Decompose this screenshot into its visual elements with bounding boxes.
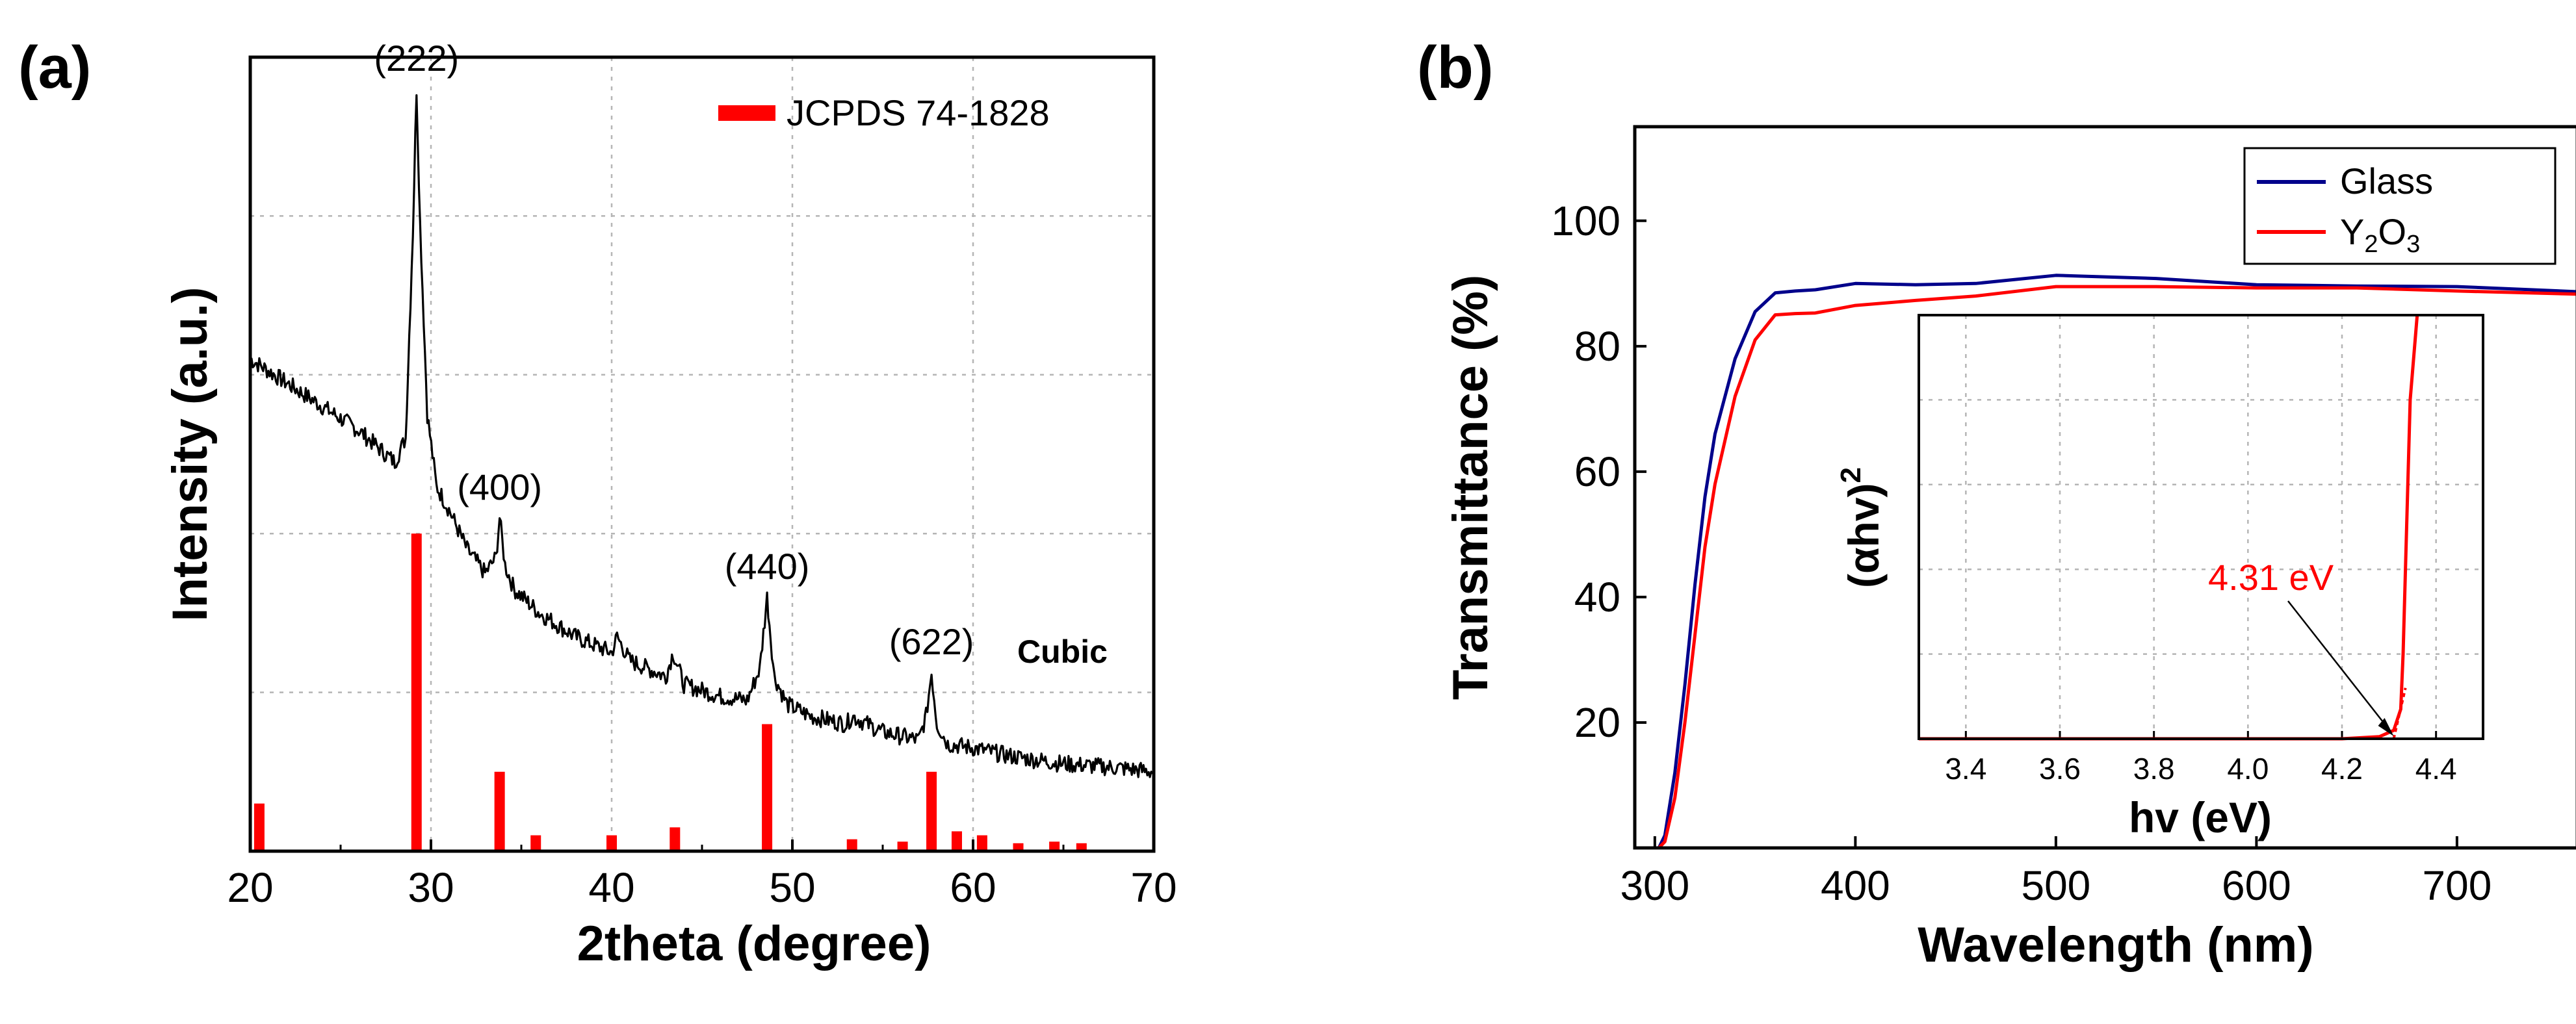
xrd-peak-label: (400) <box>457 467 542 507</box>
transmittance-series <box>1657 274 2576 849</box>
xrd-reference-bar <box>951 831 962 851</box>
inset-x-axis-title: hv (eV) <box>2129 793 2272 841</box>
transmittance-line-glass <box>1657 274 2576 849</box>
xrd-peak-labels: (222) (400) (440) (622) <box>374 38 974 662</box>
legend-y2o3-o: O <box>2378 211 2407 252</box>
xrd-reference-bar <box>926 771 937 851</box>
xrd-reference-bar <box>606 835 617 851</box>
transmittance-y-tick-label: 20 <box>1574 699 1620 746</box>
inset-x-tick-label: 4.2 <box>2321 752 2363 786</box>
xrd-x-tick-label: 60 <box>950 864 996 911</box>
transmittance-x-axis-title: Wavelength (nm) <box>1918 917 2313 973</box>
inset-x-tick-label: 4.0 <box>2227 752 2269 786</box>
transmittance-y-axis-title: Transmittance (%) <box>1443 275 1498 700</box>
xrd-reference-bars <box>254 533 1087 851</box>
xrd-grid <box>250 57 1154 851</box>
inset-x-tick-label: 3.6 <box>2039 752 2081 786</box>
xrd-peak-label: (440) <box>725 546 810 587</box>
xrd-phase-label: Cubic <box>1017 634 1108 670</box>
xrd-x-tick-label: 70 <box>1130 864 1177 911</box>
xrd-legend-swatch <box>718 105 775 121</box>
inset-frame <box>1918 314 2484 740</box>
inset-y-title-main: (αhv) <box>1840 483 1888 588</box>
transmittance-plot-frame <box>1633 125 2576 850</box>
xrd-reference-bar <box>846 839 857 851</box>
inset-x-tick-label: 3.4 <box>1945 752 1986 786</box>
xrd-reference-bar <box>411 533 422 851</box>
inset-x-tick-label: 3.8 <box>2133 752 2175 786</box>
legend-label-y2o3: Y2O3 <box>2340 211 2420 258</box>
transmittance-axes: 300 400 500 600 700 20 40 60 80 100 <box>1551 198 2491 909</box>
panel-label-b: (b) <box>1417 34 1493 101</box>
transmittance-y-tick-label: 80 <box>1574 323 1620 370</box>
xrd-x-tick-label: 30 <box>408 864 454 911</box>
xrd-reference-bar <box>254 803 265 851</box>
xrd-series <box>250 94 1155 778</box>
xrd-x-tick-label: 40 <box>588 864 634 911</box>
xrd-legend-label: JCPDS 74-1828 <box>787 92 1050 133</box>
xrd-peak-label: (222) <box>374 38 459 79</box>
transmittance-y-tick-label: 40 <box>1574 574 1620 621</box>
legend-y2o3-sub2: 3 <box>2406 231 2420 258</box>
transmittance-x-tick-label: 500 <box>2021 862 2090 909</box>
xrd-x-tick-label: 50 <box>769 864 815 911</box>
xrd-x-axis-title: 2theta (degree) <box>577 916 931 971</box>
transmittance-x-tick-label: 400 <box>1821 862 1890 909</box>
xrd-line <box>250 94 1155 778</box>
xrd-y-axis-title: Intensity (a.u.) <box>163 287 218 621</box>
band-gap-annotation: 4.31 eV <box>2208 557 2334 598</box>
legend-y2o3-y: Y <box>2340 211 2364 252</box>
xrd-reference-bar <box>494 771 505 851</box>
inset-x-tick-label: 4.4 <box>2415 752 2457 786</box>
inset-background <box>1919 315 2483 739</box>
inset-tangent-line <box>2392 687 2407 739</box>
xrd-reference-bar <box>670 827 681 851</box>
xrd-reference-bar <box>976 835 987 851</box>
xrd-reference-bar <box>1013 843 1024 851</box>
band-gap-arrow-line <box>2287 600 2392 733</box>
band-gap-arrow-head <box>2378 718 2394 736</box>
transmittance-line-y2o3 <box>1658 285 2576 849</box>
panel-label-a: (a) <box>18 34 91 101</box>
transmittance-legend <box>2243 147 2556 265</box>
inset-y-title-sup: 2 <box>1835 467 1867 483</box>
transmittance-x-tick-label: 700 <box>2423 862 2492 909</box>
inset-grid: 3.4 3.6 3.8 4.0 4.2 4.4 <box>1919 315 2483 786</box>
legend-y2o3-sub1: 2 <box>2364 231 2378 258</box>
xrd-peak-label: (622) <box>889 621 974 662</box>
inset-y-axis-title: (αhv)2 <box>1835 467 1888 588</box>
xrd-reference-bar <box>1049 841 1060 851</box>
xrd-reference-bar <box>897 841 908 851</box>
legend-label-glass: Glass <box>2340 160 2433 201</box>
transmittance-y-tick-label: 60 <box>1574 448 1620 495</box>
transmittance-y-tick-label: 100 <box>1551 198 1620 244</box>
xrd-reference-bar <box>762 724 773 851</box>
transmittance-x-tick-label: 300 <box>1620 862 1689 909</box>
transmittance-x-tick-label: 600 <box>2222 862 2291 909</box>
xrd-plot-frame <box>248 55 1156 853</box>
xrd-reference-bar <box>530 835 541 851</box>
xrd-reference-bar <box>1076 843 1087 851</box>
xrd-x-tick-label: 20 <box>227 864 273 911</box>
